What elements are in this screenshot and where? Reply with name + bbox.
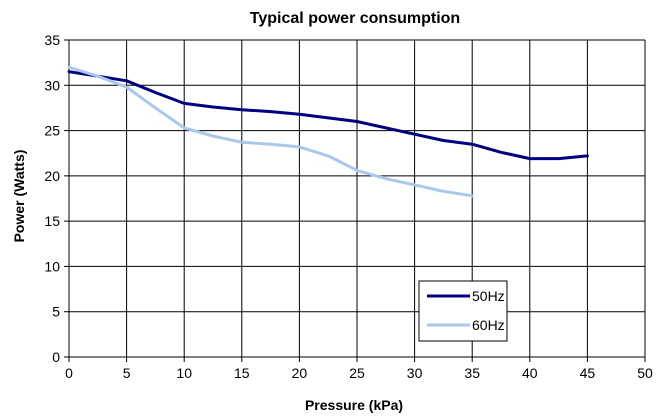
- legend-label-50hz: 50Hz: [472, 288, 505, 304]
- x-tick-label: 45: [580, 365, 596, 381]
- legend: 50Hz 60Hz: [418, 280, 508, 342]
- chart-title: Typical power consumption: [250, 10, 460, 27]
- series-line-50hz: [67, 70, 589, 161]
- x-tick-label: 5: [123, 365, 131, 381]
- x-tick-label: 35: [464, 365, 480, 381]
- x-axis-title: Pressure (kPa): [305, 397, 403, 413]
- legend-label-60hz: 60Hz: [472, 317, 505, 333]
- x-tick-label: 15: [234, 365, 250, 381]
- x-tick-label: 20: [292, 365, 308, 381]
- x-tick-label: 40: [522, 365, 538, 381]
- y-tick-label: 0: [52, 349, 60, 365]
- y-tick-label: 15: [44, 213, 60, 229]
- x-tick-label: 10: [176, 365, 192, 381]
- x-tick-label: 50: [637, 365, 653, 381]
- series-line-60hz: [67, 65, 474, 198]
- legend-box: [418, 280, 508, 342]
- x-tick-label: 25: [349, 365, 365, 381]
- y-axis-title: Power (Watts): [11, 150, 27, 243]
- y-tick-label: 5: [52, 304, 60, 320]
- grid-lines: [69, 39, 646, 357]
- y-tick-label: 20: [44, 168, 60, 184]
- x-tick-label: 0: [65, 365, 73, 381]
- y-tick-label: 10: [44, 258, 60, 274]
- x-tick-label: 30: [407, 365, 423, 381]
- y-tick-label: 25: [44, 123, 60, 139]
- series-lines: [67, 65, 589, 198]
- y-tick-label: 35: [44, 32, 60, 48]
- axes: [64, 39, 646, 362]
- tick-labels: 0 5 10 15 20 25 30 35 0 5 10 15 20 25 30 35 40 45 50: [44, 32, 653, 381]
- y-tick-label: 30: [44, 77, 60, 93]
